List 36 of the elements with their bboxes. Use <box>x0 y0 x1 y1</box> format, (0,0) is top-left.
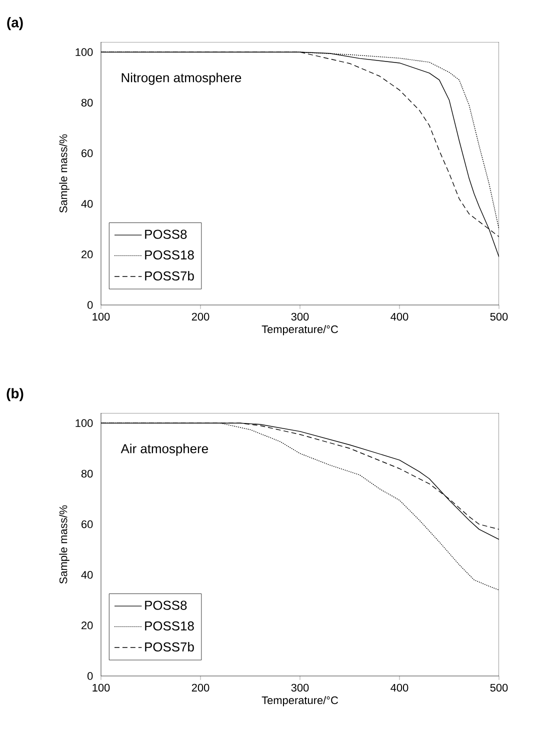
x-axis-title: Temperature/°C <box>262 325 338 336</box>
y-axis-title: Sample mass/% <box>59 505 70 584</box>
x-tick-label: 200 <box>192 684 210 692</box>
annotation: Air atmosphere <box>120 444 208 456</box>
x-tick-label: 400 <box>390 312 408 321</box>
x-tick-label: 200 <box>192 312 210 321</box>
legend-label: POSS7b <box>145 642 194 652</box>
annotation: Nitrogen atmosphere <box>122 72 242 85</box>
legend-label: POSS18 <box>145 250 194 260</box>
legend-label: POSS7b <box>145 271 194 281</box>
y-tick-label: 40 <box>81 570 93 579</box>
y-tick-label: 60 <box>82 149 93 158</box>
chart-title: (b) <box>6 388 24 402</box>
chart-title: (a) <box>7 17 23 30</box>
y-tick-label: 0 <box>87 301 93 309</box>
x-tick-label: 300 <box>291 312 309 321</box>
y-tick-label: 0 <box>87 672 93 680</box>
y-tick-label: 100 <box>76 48 93 56</box>
x-tick-label: 500 <box>490 684 508 692</box>
y-tick-label: 80 <box>81 470 93 478</box>
x-tick-label: 500 <box>490 312 508 321</box>
y-tick-label: 20 <box>82 622 93 630</box>
y-tick-label: 80 <box>81 98 93 107</box>
y-tick-label: 20 <box>82 250 93 258</box>
x-axis-title: Temperature/°C <box>262 696 338 706</box>
x-tick-label: 100 <box>92 684 110 692</box>
y-tick-label: 60 <box>82 520 93 528</box>
y-tick-label: 40 <box>81 200 93 208</box>
y-axis-title: Sample mass/% <box>59 134 70 213</box>
legend-label: POSS8 <box>145 230 187 239</box>
x-tick-label: 100 <box>92 312 110 321</box>
x-tick-label: 300 <box>291 684 309 692</box>
y-tick-label: 100 <box>76 419 93 427</box>
legend-label: POSS8 <box>145 600 187 610</box>
x-tick-label: 400 <box>390 684 408 692</box>
legend-label: POSS18 <box>145 621 194 631</box>
